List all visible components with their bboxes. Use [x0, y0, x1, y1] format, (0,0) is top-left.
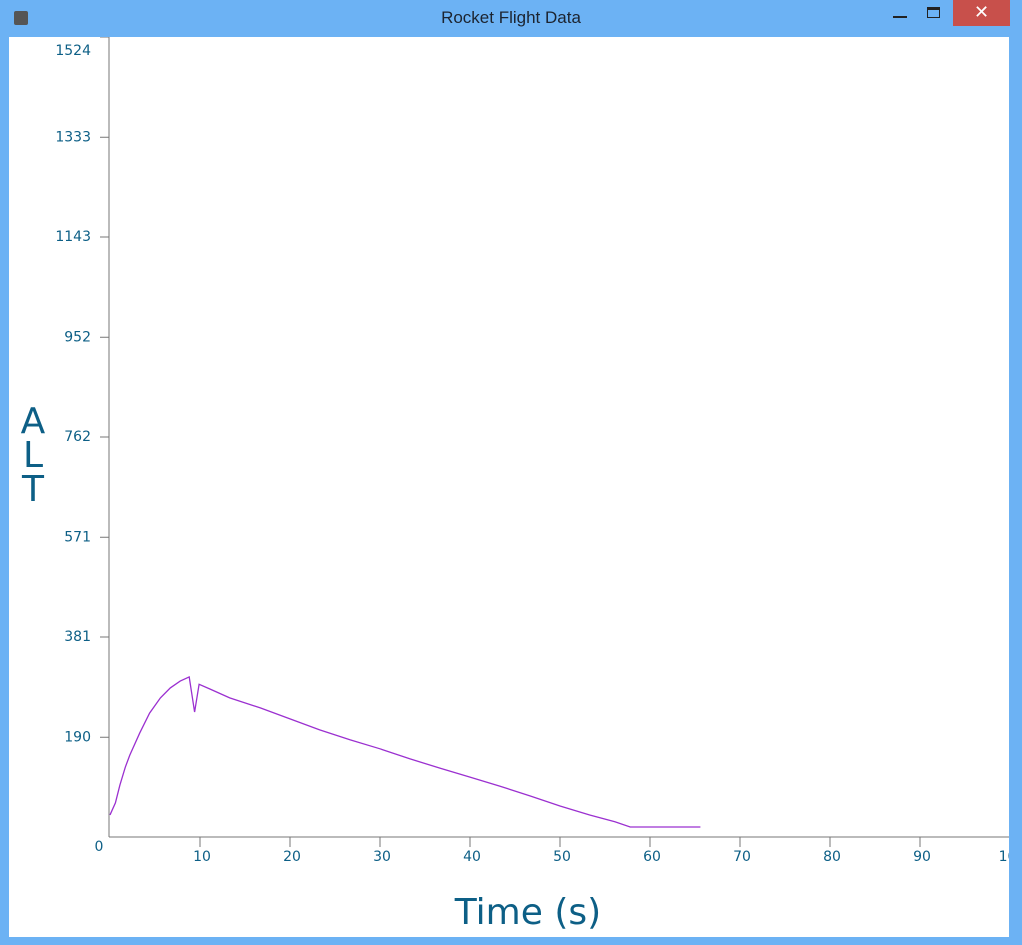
data-line [109, 675, 701, 828]
maximize-button[interactable] [927, 7, 940, 18]
y-tick-label: 571 [64, 529, 91, 545]
x-tick-label: 40 [463, 849, 481, 865]
x-tick-label: 60 [643, 849, 661, 865]
x-tick-label: 30 [373, 849, 391, 865]
x-tick-label: 90 [913, 849, 931, 865]
x-tick-label: 80 [823, 849, 841, 865]
title-bar: Rocket Flight Data ✕ [0, 0, 1022, 37]
x-tick-label: 100 [999, 849, 1009, 865]
x-tick-label: 10 [193, 849, 211, 865]
y-axis-label: ALT [20, 401, 46, 510]
app-icon [14, 11, 28, 25]
y-tick-label: 762 [64, 429, 91, 445]
y-tick-label: 190 [64, 729, 91, 745]
x-axis-label: Time (s) [454, 892, 601, 933]
x-tick-label: 50 [553, 849, 571, 865]
close-button[interactable]: ✕ [953, 0, 1010, 26]
chart: 190 381 571 762 952 1143 1333 1524 0 10 20 30 40 50 60… [55, 37, 1009, 933]
minimize-button[interactable] [893, 16, 907, 18]
y-tick-label: 381 [64, 629, 91, 645]
x-tick-label: 0 [95, 839, 104, 855]
y-tick-label: 1524 [55, 43, 91, 59]
x-tick-label: 20 [283, 849, 301, 865]
y-tick-label: 952 [64, 329, 91, 345]
y-tick-label: 1143 [55, 229, 91, 245]
x-tick-label: 70 [733, 849, 751, 865]
chart-area: 190 381 571 762 952 1143 1333 1524 0 10 20 30 40 50 60… [9, 37, 1009, 937]
y-tick-label: 1333 [55, 129, 91, 145]
window-title: Rocket Flight Data [441, 8, 581, 27]
